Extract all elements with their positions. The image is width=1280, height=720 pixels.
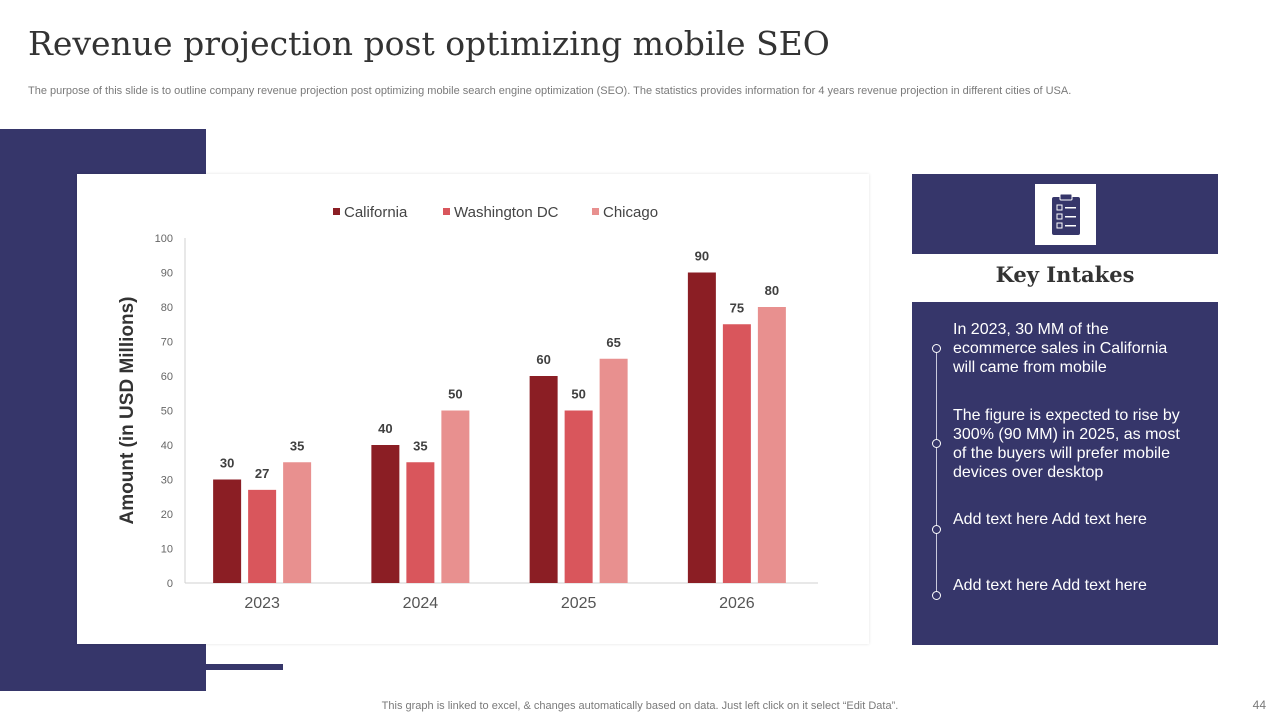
- bar: [406, 462, 435, 583]
- y-tick-label: 90: [161, 268, 173, 280]
- x-tick-label: 2025: [561, 595, 597, 612]
- data-label: 40: [378, 421, 392, 436]
- y-tick-label: 30: [161, 475, 173, 487]
- data-label-bubble: [566, 384, 591, 410]
- data-label-bubble: [285, 436, 310, 462]
- key-intakes-title: Key Intakes: [995, 262, 1135, 287]
- data-label-bubble: [373, 419, 398, 444]
- y-axis-label: Amount (in USD Millions): [117, 297, 138, 525]
- x-tick-label: 2024: [403, 595, 439, 612]
- bar: [371, 445, 400, 583]
- data-label: 50: [448, 387, 462, 402]
- key-intake-item: The figure is expected to rise by 300% (…: [953, 407, 1180, 481]
- data-label-bubble: [215, 453, 240, 479]
- timeline-dot: [932, 344, 941, 353]
- data-label: 50: [571, 387, 585, 402]
- bar: [441, 410, 470, 583]
- legend-label: Washington DC: [454, 204, 559, 221]
- key-intakes-header-box: [912, 174, 1218, 254]
- chart-card[interactable]: 0 10 20 30 40 50 60 70 80 90 100 Amount (in USD Mil…: [77, 174, 869, 644]
- data-label-bubble: [250, 463, 275, 489]
- legend-swatch: [333, 208, 340, 215]
- data-label: 65: [606, 335, 620, 350]
- bar: [248, 489, 277, 583]
- y-tick-label: 40: [161, 440, 173, 452]
- bar: [687, 272, 716, 583]
- key-intake-item: In 2023, 30 MM of the ecommerce sales in…: [953, 321, 1168, 376]
- legend-label: Chicago: [603, 204, 658, 221]
- data-label-bubble: [689, 246, 714, 272]
- y-tick-label: 50: [161, 406, 173, 418]
- footer-note: This graph is linked to excel, & changes…: [381, 700, 899, 712]
- y-tick-label: 60: [161, 371, 173, 383]
- bar: [599, 358, 628, 583]
- data-label: 90: [695, 249, 709, 264]
- data-label-bubble: [531, 350, 556, 375]
- data-label-bubble: [601, 332, 626, 358]
- bar: [213, 479, 242, 583]
- data-label: 30: [220, 456, 234, 471]
- bar: [283, 462, 312, 583]
- data-label: 60: [536, 352, 550, 367]
- y-tick-label: 100: [155, 233, 173, 245]
- bar: [757, 307, 786, 583]
- data-label: 80: [765, 283, 779, 298]
- y-tick-label: 0: [167, 578, 173, 590]
- y-tick-label: 70: [161, 337, 173, 349]
- y-tick-label: 80: [161, 302, 173, 314]
- y-tick-label: 20: [161, 509, 173, 521]
- timeline-dot: [932, 439, 941, 448]
- timeline-line: [936, 348, 937, 596]
- checklist-icon: [1051, 193, 1080, 235]
- data-label: 75: [730, 300, 744, 315]
- key-intake-item: Add text here Add text here: [953, 577, 1147, 594]
- data-label-bubble: [443, 384, 468, 410]
- icon-box: [1035, 184, 1096, 245]
- bar: [564, 410, 593, 583]
- page-number: 44: [1252, 698, 1266, 712]
- data-label: 35: [290, 438, 304, 453]
- data-label: 35: [413, 438, 427, 453]
- x-tick-label: 2023: [244, 595, 280, 612]
- data-label-bubble: [724, 298, 749, 324]
- data-label-bubble: [408, 436, 433, 462]
- bar: [722, 324, 751, 583]
- timeline-dot: [932, 525, 941, 534]
- data-label: 27: [255, 466, 269, 481]
- bar: [529, 376, 558, 583]
- page-subtitle: The purpose of this slide is to outline …: [28, 85, 1072, 97]
- timeline-dot: [932, 591, 941, 600]
- decorative-line: [206, 664, 283, 670]
- page-title: Revenue projection post optimizing mobil…: [28, 24, 830, 63]
- x-tick-label: 2026: [719, 595, 755, 612]
- legend-label: California: [344, 204, 408, 221]
- data-label-bubble: [759, 281, 784, 306]
- bar-chart[interactable]: 0 10 20 30 40 50 60 70 80 90 100 Amount (in USD Mil…: [77, 174, 869, 644]
- legend-swatch: [443, 208, 450, 215]
- legend-swatch: [592, 208, 599, 215]
- key-intakes-panel: In 2023, 30 MM of the ecommerce sales in…: [912, 302, 1218, 645]
- y-tick-label: 10: [161, 544, 173, 556]
- key-intake-item: Add text here Add text here: [953, 511, 1147, 528]
